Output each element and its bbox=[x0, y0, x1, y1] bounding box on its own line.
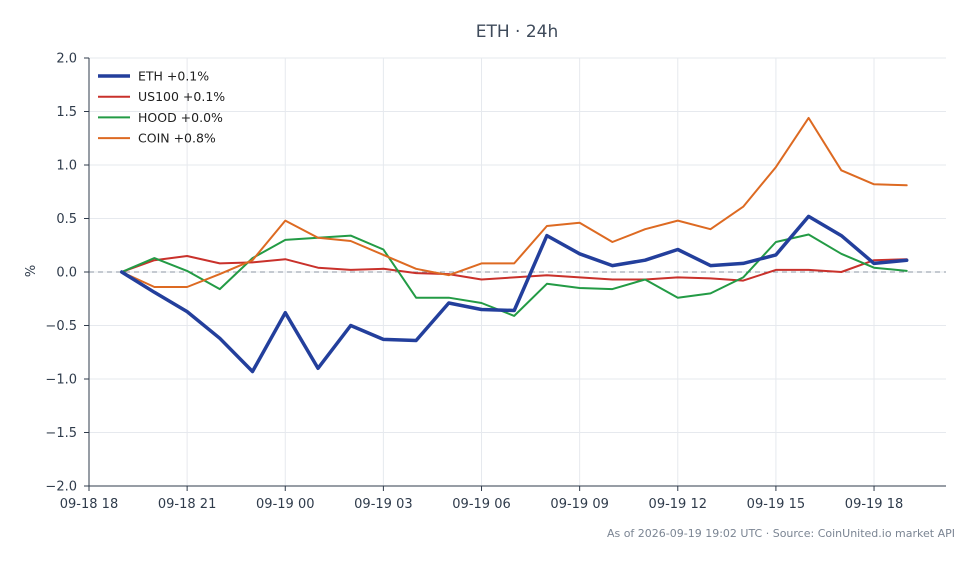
legend-label: COIN +0.8% bbox=[138, 131, 216, 146]
footer-separator: · bbox=[766, 527, 770, 540]
x-tick-label: 09-19 06 bbox=[452, 497, 510, 512]
footer-source: Source: CoinUnited.io market API bbox=[773, 527, 955, 540]
x-tick-label: 09-18 21 bbox=[158, 497, 216, 512]
y-tick-label: −0.5 bbox=[45, 319, 77, 334]
series-line-coin bbox=[120, 116, 908, 288]
y-tick-label: 1.5 bbox=[56, 105, 77, 120]
legend-label: ETH +0.1% bbox=[138, 69, 209, 84]
x-tick-label: 09-19 12 bbox=[649, 497, 707, 512]
series-lines bbox=[119, 116, 909, 374]
legend-label: US100 +0.1% bbox=[138, 89, 225, 104]
series-line-hood bbox=[120, 233, 908, 317]
footer-source-note: As of 2026-09-19 19:02 UTC · Source: Coi… bbox=[607, 527, 955, 540]
y-tick-label: −1.0 bbox=[45, 373, 77, 388]
legend-label: HOOD +0.0% bbox=[138, 110, 223, 125]
y-tick-label: 2.0 bbox=[56, 52, 77, 67]
axes bbox=[84, 57, 946, 491]
y-tick-label: 1.0 bbox=[56, 159, 77, 174]
x-tick-labels: 09-18 18 09-18 21 09-19 00 09-19 03 09-19 06… bbox=[60, 497, 903, 512]
x-tick-label: 09-19 09 bbox=[550, 497, 608, 512]
y-tick-label: −1.5 bbox=[45, 426, 77, 441]
chart-title: ETH · 24h bbox=[476, 22, 559, 42]
series-line-eth bbox=[119, 214, 909, 374]
y-axis-label: % bbox=[24, 265, 39, 277]
x-tick-label: 09-19 00 bbox=[256, 497, 314, 512]
y-tick-label: −2.0 bbox=[45, 480, 77, 495]
y-tick-label: 0.0 bbox=[56, 266, 77, 281]
y-tick-labels: 2.0 1.5 1.0 0.5 0.0 −0.5 −1.0 −1.5 −2.0 bbox=[45, 52, 77, 495]
legend: ETH +0.1% US100 +0.1% HOOD +0.0% COIN +0.8% bbox=[98, 69, 225, 146]
x-tick-label: 09-19 03 bbox=[354, 497, 412, 512]
series-line-us100 bbox=[120, 255, 908, 282]
x-tick-label: 09-19 15 bbox=[747, 497, 805, 512]
footer-timestamp: As of 2026-09-19 19:02 UTC bbox=[607, 527, 763, 540]
x-tick-label: 09-19 18 bbox=[845, 497, 903, 512]
y-tick-label: 0.5 bbox=[56, 212, 77, 227]
x-tick-label: 09-18 18 bbox=[60, 497, 118, 512]
